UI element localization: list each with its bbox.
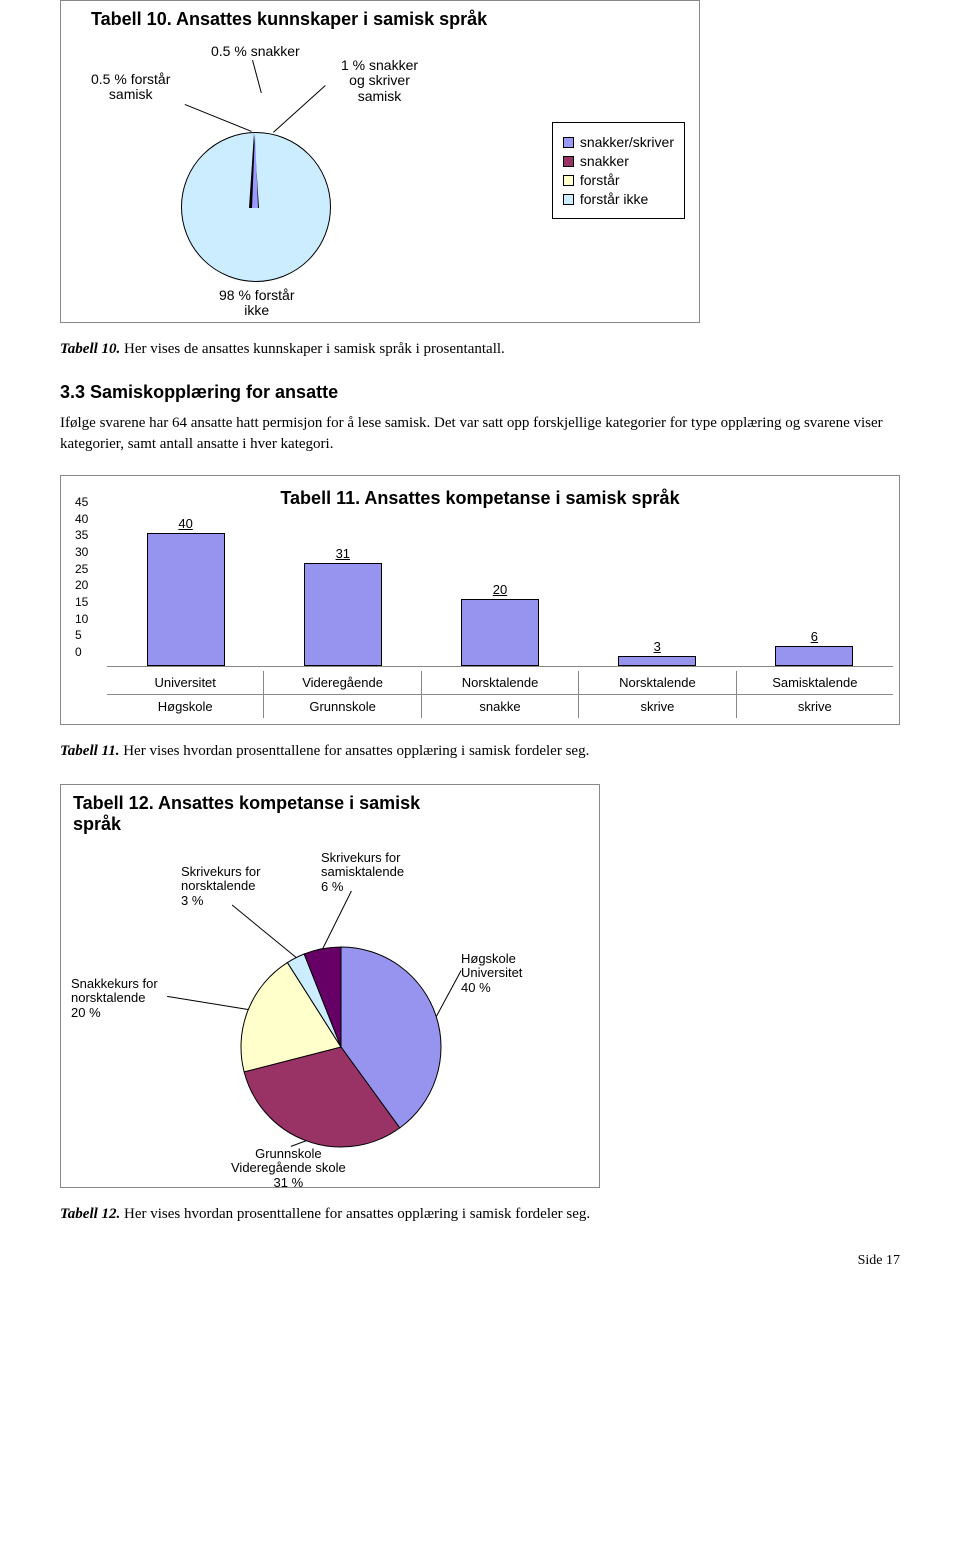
legend-item: forstår: [580, 172, 620, 188]
xaxis-label-bottom: skrive: [579, 695, 736, 718]
xaxis-label-top: Samisktalende: [737, 671, 893, 694]
bar-value-label: 6: [774, 629, 854, 644]
pie-slice-label: HøgskoleUniversitet40 %: [461, 952, 522, 995]
bar-xrow-bottom: HøgskoleGrunnskolesnakkeskriveskrive: [107, 694, 893, 718]
y-axis-tick: 40: [75, 512, 88, 526]
chart-10-title: Tabell 10. Ansattes kunnskaper i samisk …: [61, 1, 699, 32]
chart-10-legend: snakker/skriver snakker forstår forstår …: [552, 122, 685, 219]
chart-12-pie: Tabell 12. Ansattes kompetanse i samisk …: [60, 784, 600, 1188]
chart-12-title: Tabell 12. Ansattes kompetanse i samisk …: [61, 785, 599, 837]
y-axis-tick: 30: [75, 545, 88, 559]
y-axis-tick: 10: [75, 612, 88, 626]
bar: [775, 646, 853, 666]
legend-item: forstår ikke: [580, 191, 648, 207]
slice-label-snakker-skriver: 1 % snakker og skriver samisk: [341, 58, 418, 104]
bar-value-label: 31: [303, 546, 383, 561]
chart-10-pie: Tabell 10. Ansattes kunnskaper i samisk …: [60, 0, 700, 323]
pie-slice-label: Skrivekurs fornorsktalende3 %: [181, 865, 260, 908]
chart-11-bar: Tabell 11. Ansattes kompetanse i samisk …: [60, 475, 900, 725]
bar: [147, 533, 225, 666]
y-axis-tick: 20: [75, 578, 88, 592]
bar-xrow-top: UniversitetVideregåendeNorsktalendeNorsk…: [107, 671, 893, 694]
slice-label-forstar-ikke: 98 % forstår ikke: [219, 288, 294, 319]
xaxis-label-top: Norsktalende: [579, 671, 736, 694]
bar-value-label: 40: [146, 516, 226, 531]
xaxis-label-top: Norsktalende: [422, 671, 579, 694]
pie-slice-label: GrunnskoleVideregående skole31 %: [231, 1147, 346, 1190]
y-axis-tick: 35: [75, 528, 88, 542]
bar: [304, 563, 382, 666]
legend-item: snakker/skriver: [580, 134, 674, 150]
pie-slice-label: Snakkekurs fornorsktalende20 %: [71, 977, 158, 1020]
caption-11: Tabell 11. Her vises hvordan prosenttall…: [60, 743, 900, 760]
y-axis-tick: 45: [75, 495, 88, 509]
section-body: Ifølge svarene har 64 ansatte hatt permi…: [60, 413, 900, 455]
pie-body: [181, 132, 331, 282]
bar-value-label: 20: [460, 582, 540, 597]
pie-slice-label: Skrivekurs forsamisktalende6 %: [321, 851, 404, 894]
section-heading: 3.3 Samiskopplæring for ansatte: [60, 382, 900, 403]
xaxis-label-bottom: Grunnskole: [264, 695, 421, 718]
slice-label-snakker: 0.5 % snakker: [211, 44, 300, 59]
xaxis-label-bottom: snakke: [422, 695, 579, 718]
xaxis-label-bottom: skrive: [737, 695, 893, 718]
slice-label-forstar: 0.5 % forstår samisk: [91, 72, 170, 103]
bar-plot-area: 05101520253035404540312036: [107, 517, 893, 667]
y-axis-tick: 25: [75, 562, 88, 576]
bar-value-label: 3: [617, 639, 697, 654]
chart-11-title: Tabell 11. Ansattes kompetanse i samisk …: [67, 480, 893, 511]
xaxis-label-top: Videregående: [264, 671, 421, 694]
xaxis-label-bottom: Høgskole: [107, 695, 264, 718]
pie-12-svg: [231, 937, 451, 1157]
bar: [618, 656, 696, 666]
legend-item: snakker: [580, 153, 629, 169]
y-axis-tick: 15: [75, 595, 88, 609]
xaxis-label-top: Universitet: [107, 671, 264, 694]
page-footer: Side 17: [60, 1253, 900, 1269]
y-axis-tick: 0: [75, 645, 82, 659]
bar: [461, 599, 539, 666]
y-axis-tick: 5: [75, 628, 82, 642]
caption-12: Tabell 12. Her vises hvordan prosenttall…: [60, 1206, 900, 1223]
caption-10: Tabell 10. Her vises de ansattes kunnska…: [60, 341, 900, 358]
